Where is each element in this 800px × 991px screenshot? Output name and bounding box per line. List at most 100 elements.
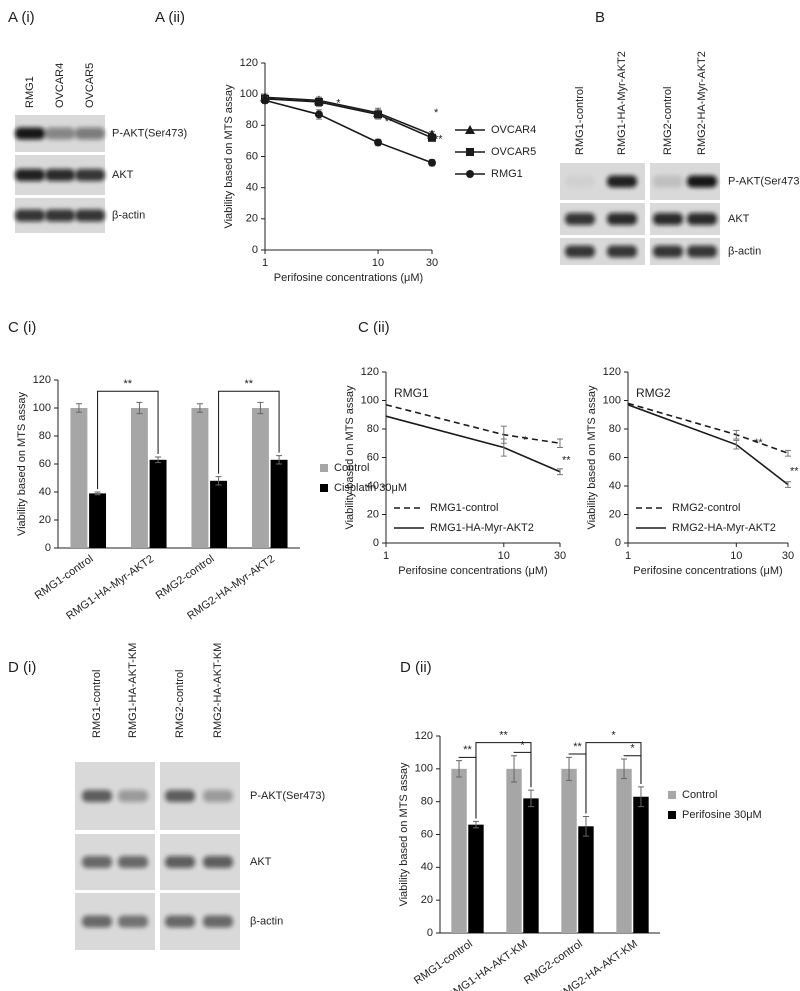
legend-label: Control — [682, 789, 717, 801]
blot-band — [607, 245, 637, 258]
error-bar — [456, 760, 463, 778]
y-tick-label: 100 — [361, 394, 379, 406]
significance-bracket — [475, 742, 532, 819]
lane-label: RMG1-control — [574, 87, 586, 155]
blot-band — [15, 127, 45, 140]
x-tick-label: 30 — [782, 550, 794, 562]
row-label: β-actin — [250, 915, 283, 927]
row-label: P-AKT(Ser473) — [112, 127, 187, 139]
series-line — [385, 403, 561, 445]
annotation: ** — [245, 378, 254, 390]
annotation: ** — [754, 437, 763, 449]
bar — [270, 459, 288, 548]
x-tick-label: 1 — [625, 550, 631, 562]
x-tick-label: 10 — [498, 550, 510, 562]
bar — [210, 480, 228, 548]
y-tick-label: 0 — [615, 537, 621, 549]
bar — [70, 408, 88, 548]
error-bar — [785, 449, 791, 457]
annotation: * — [434, 107, 439, 119]
error-bar — [511, 755, 518, 783]
y-tick-label: 20 — [421, 894, 433, 906]
lane-label: RMG1 — [24, 76, 36, 108]
y-axis-label: Viability based on MTS assay — [398, 762, 410, 907]
legend-label: RMG1 — [491, 168, 523, 180]
annotation: * — [611, 729, 616, 741]
error-bar — [472, 820, 479, 829]
lane-label: RMG2-HA-Myr-AKT2 — [696, 51, 708, 155]
blot-band — [15, 169, 45, 181]
y-tick-label: 80 — [39, 430, 51, 442]
bar — [191, 408, 209, 548]
y-tick-label: 40 — [609, 480, 621, 492]
y-tick-label: 60 — [246, 150, 258, 162]
bar — [451, 768, 467, 933]
y-tick-label: 20 — [39, 514, 51, 526]
row-label: AKT — [112, 169, 134, 181]
y-tick-label: 40 — [39, 486, 51, 498]
blot-band — [687, 213, 717, 225]
panel-label: B — [595, 9, 605, 26]
y-axis-label: Viability based on MTS assay — [223, 84, 235, 229]
row-label: P-AKT(Ser473) — [250, 790, 325, 802]
y-tick-label: 120 — [361, 366, 379, 378]
series-line — [264, 98, 433, 139]
blot-band — [203, 856, 233, 868]
y-axis-label: Viability based on MTS assay — [344, 385, 356, 530]
panel-label: D (ii) — [400, 659, 432, 676]
chart-title: RMG2 — [636, 386, 671, 400]
row-label: AKT — [728, 213, 750, 225]
blot-band — [653, 213, 683, 225]
marker — [428, 158, 436, 167]
y-tick-label: 40 — [367, 480, 379, 492]
y-tick-label: 0 — [373, 537, 379, 549]
y-tick-label: 120 — [240, 57, 258, 69]
blot-band — [45, 127, 75, 140]
panel-label: A (i) — [8, 9, 35, 26]
lane-label: OVCAR4 — [54, 63, 66, 108]
y-tick-label: 60 — [39, 458, 51, 470]
y-tick-label: 100 — [33, 402, 51, 414]
row-label: P-AKT(Ser473) — [728, 175, 800, 187]
legend-label: OVCAR4 — [491, 124, 536, 136]
error-bar — [566, 756, 573, 781]
y-tick-label: 40 — [246, 182, 258, 194]
bar — [616, 768, 632, 933]
x-axis-label: Perifosine concentrations (μM) — [398, 565, 547, 577]
legend-label: RMG2-HA-Myr-AKT2 — [672, 522, 776, 534]
lane-label: RMG1-control — [91, 670, 103, 738]
y-axis-label: Viability based on MTS assay — [586, 385, 598, 530]
x-axis-label: Perifosine concentrations (μM) — [633, 565, 782, 577]
bar — [506, 768, 522, 933]
error-bar — [136, 401, 143, 415]
blot-band — [118, 790, 148, 802]
marker — [465, 125, 475, 134]
y-tick-label: 80 — [367, 423, 379, 435]
panel-label: C (ii) — [358, 319, 390, 336]
row-label: β-actin — [112, 209, 145, 221]
x-tick-label: RMG1-control — [33, 553, 96, 602]
bar — [468, 824, 484, 933]
blot-band — [15, 209, 45, 222]
bar — [89, 493, 107, 548]
y-tick-label: 20 — [609, 508, 621, 520]
error-bar — [75, 403, 82, 413]
error-bar — [621, 758, 628, 780]
blot-band — [165, 856, 195, 868]
lane-label: RMG2-control — [174, 670, 186, 738]
y-tick-label: 80 — [421, 796, 433, 808]
error-bar — [733, 429, 740, 440]
legend-label: Control — [334, 462, 369, 474]
error-bar — [527, 789, 534, 808]
legend-label: OVCAR5 — [491, 146, 536, 158]
legend-swatch — [668, 791, 676, 799]
chart-title: RMG1 — [394, 386, 429, 400]
y-tick-label: 60 — [609, 451, 621, 463]
y-tick-label: 60 — [367, 451, 379, 463]
y-tick-label: 20 — [367, 508, 379, 520]
blot-band — [118, 856, 148, 868]
y-tick-label: 120 — [415, 730, 433, 742]
blot-band — [165, 790, 195, 802]
marker — [314, 110, 323, 119]
